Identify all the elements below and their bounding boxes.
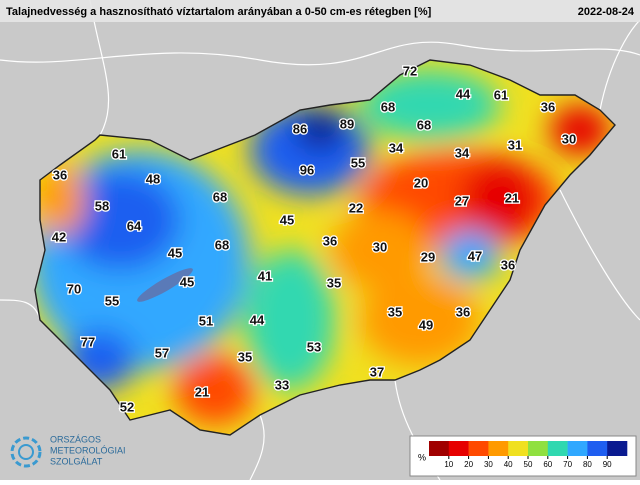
station-value: 37 bbox=[370, 364, 384, 379]
station-value: 58 bbox=[95, 198, 109, 213]
station-value: 89 bbox=[340, 116, 354, 131]
station-value: 77 bbox=[81, 334, 95, 349]
station-value: 55 bbox=[105, 293, 119, 308]
station-value: 21 bbox=[195, 384, 209, 399]
legend-unit: % bbox=[418, 452, 426, 462]
legend-swatch bbox=[468, 441, 489, 456]
legend-swatch bbox=[528, 441, 549, 456]
station-value: 68 bbox=[213, 189, 227, 204]
station-value: 53 bbox=[307, 339, 321, 354]
station-value: 68 bbox=[215, 237, 229, 252]
station-value: 35 bbox=[238, 349, 252, 364]
station-value: 49 bbox=[419, 317, 433, 332]
legend-tick-label: 30 bbox=[484, 460, 493, 469]
station-value: 48 bbox=[146, 171, 160, 186]
station-value: 34 bbox=[455, 145, 470, 160]
legend-swatch bbox=[567, 441, 588, 456]
station-value: 30 bbox=[562, 131, 576, 146]
station-value: 36 bbox=[541, 99, 555, 114]
legend-swatch bbox=[547, 441, 568, 456]
station-value: 57 bbox=[155, 345, 169, 360]
station-value: 61 bbox=[112, 146, 126, 161]
station-value: 70 bbox=[67, 281, 81, 296]
station-value: 45 bbox=[280, 212, 294, 227]
legend-tick-label: 70 bbox=[563, 460, 572, 469]
station-value: 22 bbox=[349, 200, 363, 215]
stations: 72 44 61 36 68 89 86 68 30 31 34 34 61 55 96 36 48 20 68 27… bbox=[51, 62, 578, 416]
legend-swatch bbox=[448, 441, 469, 456]
legend-swatch bbox=[429, 441, 450, 456]
legend-tick-label: 20 bbox=[464, 460, 473, 469]
logo-text: ORSZÁGOS bbox=[50, 434, 101, 444]
station-value: 52 bbox=[120, 399, 134, 414]
station-value: 64 bbox=[127, 218, 142, 233]
legend-tick-label: 80 bbox=[583, 460, 592, 469]
title: Talajnedvesség a hasznosítható víztartal… bbox=[6, 6, 432, 18]
station-value: 33 bbox=[275, 377, 289, 392]
station-value: 36 bbox=[53, 167, 67, 182]
station-value: 44 bbox=[250, 312, 265, 327]
station-value: 36 bbox=[323, 233, 337, 248]
legend: % 10 20 30 40 50 60 70 80 90 bbox=[409, 435, 637, 477]
station-value: 55 bbox=[351, 155, 365, 170]
legend-swatch bbox=[488, 441, 509, 456]
date: 2022-08-24 bbox=[578, 6, 635, 18]
station-value: 20 bbox=[414, 175, 428, 190]
station-value: 51 bbox=[199, 313, 213, 328]
logo: ORSZÁGOS METEOROLÓGIAI SZOLGÁLAT bbox=[10, 434, 126, 468]
station-value: 61 bbox=[494, 87, 508, 102]
legend-swatch bbox=[508, 441, 529, 456]
station-value: 31 bbox=[508, 137, 522, 152]
station-value: 34 bbox=[389, 140, 404, 155]
legend-swatch bbox=[607, 441, 628, 456]
station-value: 68 bbox=[417, 117, 431, 132]
legend-tick-label: 10 bbox=[444, 460, 453, 469]
station-value: 86 bbox=[293, 121, 307, 136]
station-value: 41 bbox=[258, 268, 272, 283]
station-value: 36 bbox=[501, 257, 515, 272]
station-value: 47 bbox=[468, 248, 482, 263]
logo-text: METEOROLÓGIAI bbox=[50, 445, 126, 455]
station-value: 96 bbox=[300, 162, 314, 177]
logo-text: SZOLGÁLAT bbox=[50, 456, 103, 466]
legend-tick-label: 60 bbox=[543, 460, 552, 469]
station-value: 21 bbox=[505, 190, 519, 205]
station-value: 35 bbox=[327, 275, 341, 290]
station-value: 45 bbox=[168, 245, 182, 260]
legend-tick-label: 90 bbox=[603, 460, 612, 469]
station-value: 36 bbox=[456, 304, 470, 319]
station-value: 29 bbox=[421, 249, 435, 264]
legend-tick-label: 50 bbox=[524, 460, 533, 469]
station-value: 68 bbox=[381, 99, 395, 114]
station-value: 42 bbox=[52, 229, 66, 244]
station-value: 35 bbox=[388, 304, 402, 319]
station-value: 44 bbox=[456, 86, 471, 101]
station-value: 30 bbox=[373, 239, 387, 254]
station-value: 27 bbox=[455, 193, 469, 208]
title-bar bbox=[0, 0, 640, 22]
station-value: 45 bbox=[180, 274, 194, 289]
legend-swatch bbox=[587, 441, 608, 456]
station-value: 72 bbox=[403, 63, 417, 78]
legend-tick-label: 40 bbox=[504, 460, 513, 469]
